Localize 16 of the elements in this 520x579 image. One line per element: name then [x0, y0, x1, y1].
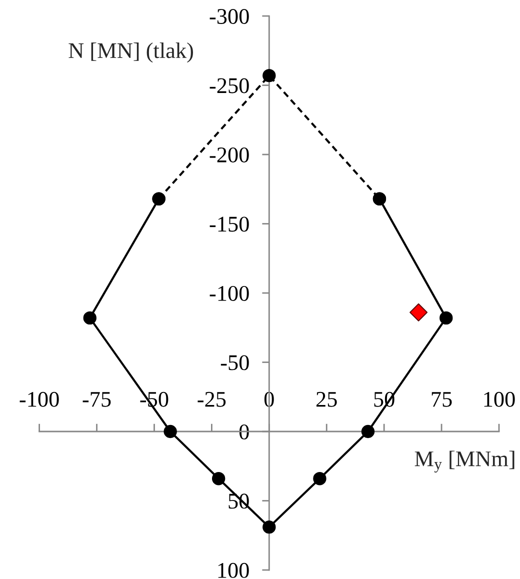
x-tick-label: 75: [432, 392, 452, 407]
y-tick-label: -150: [210, 216, 249, 232]
x-tick-label: 25: [316, 392, 337, 407]
x-tick-label: 0: [264, 392, 274, 407]
x-tick-label: 100: [484, 392, 515, 407]
y-tick-label: -100: [210, 286, 249, 301]
x-tick-label: -100: [20, 392, 59, 407]
y-tick-label: -50: [220, 355, 249, 370]
y-tick-label: 100: [218, 562, 249, 578]
y-tick-label: -250: [210, 78, 249, 94]
x-tick-label: -75: [82, 392, 111, 407]
x-tick-label: -25: [198, 392, 226, 407]
y-tick-label: -200: [210, 147, 249, 162]
y-tick-label: -300: [210, 8, 249, 24]
y-axis-title: N [MN] (tlak): [68, 42, 193, 63]
x-axis-title: M$_{y}$ [MNm]: [414, 450, 514, 473]
